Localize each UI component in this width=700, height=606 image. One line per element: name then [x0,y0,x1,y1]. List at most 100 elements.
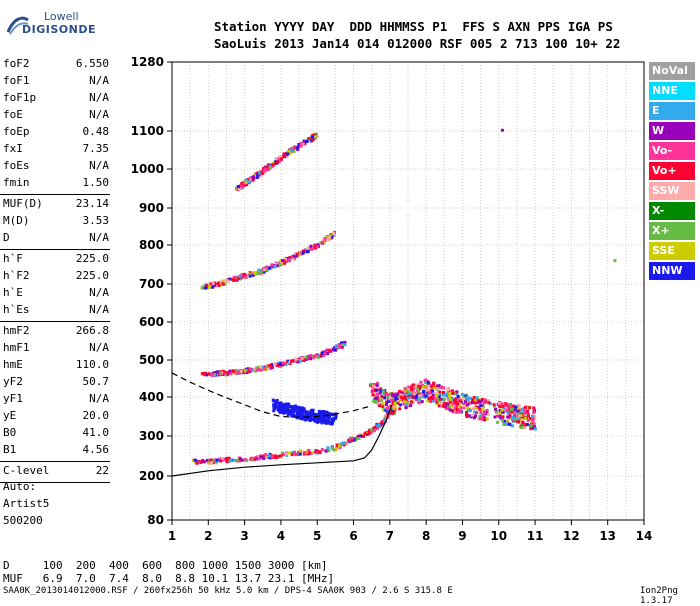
legend-item-sse: SSE [649,242,695,260]
echo-point [454,400,458,404]
echo-point [277,409,281,413]
param-row: MUF(D) 23.14 [3,197,109,212]
echo-point [274,400,278,404]
echo-point [273,160,277,164]
echo-point [336,443,340,447]
autoscale-label: Auto: [3,480,37,493]
echo-point [318,450,322,454]
echo-point [318,418,322,422]
param-row: foF1p N/A [3,91,109,106]
echo-point [508,422,512,426]
echo-point [532,411,536,415]
param-row: yF1 N/A [3,392,109,407]
echo-point [362,434,366,438]
echo-point [443,393,447,397]
echo-point [411,383,415,387]
echo-point [311,138,315,142]
echo-point [302,359,306,363]
echo-point [409,394,413,398]
echo-point [326,446,330,450]
echo-point [426,393,430,397]
echo-point [285,453,289,457]
x-tick-label: 4 [277,529,285,543]
param-name: foF1 [3,74,30,87]
param-name: foF1p [3,91,37,104]
echo-point [420,400,424,404]
echo-point [304,357,308,361]
echo-point [242,183,246,187]
echo-point [247,369,251,373]
echo-point [438,393,442,397]
echo-point [422,390,426,394]
param-value: N/A [89,91,109,104]
echo-point [403,387,407,391]
echo-point [309,415,313,419]
echo-point [375,424,379,428]
echo-point [465,415,469,419]
echo-point [288,451,292,455]
echo-point [350,436,354,440]
echo-point [200,286,204,290]
echo-point [427,397,431,401]
echo-point [386,393,390,397]
footer-distance-row: D 100 200 400 600 800 1000 1500 3000 [km… [3,559,328,572]
echo-point [302,407,306,411]
param-row: h`F 225.0 [3,252,109,267]
y-tick-label: 700 [139,277,164,291]
param-value: 1.50 [82,176,110,189]
echo-point [259,173,263,177]
echo-point [503,404,507,408]
echo-point [263,167,267,171]
echo-point [381,420,385,424]
echo-point [432,382,436,386]
echo-point [506,415,510,419]
echo-point [450,397,454,401]
footer-file-info: SAA0K_2013014012000.RSF / 260fx256h 50 k… [3,586,453,596]
echo-point [279,405,283,409]
echo-point [515,407,519,411]
plot-frame [171,61,645,521]
param-name: foEs [3,159,30,172]
echo-point [521,421,525,425]
echo-point [382,390,386,394]
echo-point [251,179,255,183]
echo-point [289,405,293,409]
echo-point [313,419,317,423]
echo-point [316,355,320,359]
echo-point [216,370,220,374]
echo-point [404,393,408,397]
echo-point [259,365,263,369]
echo-point [434,392,438,396]
echo-point [506,419,510,423]
echo-point [438,390,442,394]
echo-point [402,402,406,406]
param-value: 225.0 [75,269,109,282]
echo-point [472,416,476,420]
echo-point [451,409,455,413]
echo-point [404,406,408,410]
echo-point [298,251,302,255]
param-value: 4.56 [82,443,110,456]
param-row: fxI 7.35 [3,142,109,157]
echo-point [325,421,329,425]
param-name: h`F [3,252,23,265]
echo-point [424,381,428,385]
echo-point [390,392,394,396]
echo-point [398,398,402,402]
echo-point [262,454,266,458]
echo-point [465,411,469,415]
echo-point [462,404,466,408]
echo-point [473,398,477,402]
echo-point [393,401,397,405]
echo-point [342,443,346,447]
echo-point [493,415,497,419]
echo-point [257,367,261,371]
echo-point [216,282,220,286]
echo-point [264,453,268,457]
echo-point [272,404,276,408]
echo-point [371,393,375,397]
echo-point [531,419,535,423]
echo-point [301,406,305,410]
echo-point [208,285,212,289]
echo-point [407,394,411,398]
